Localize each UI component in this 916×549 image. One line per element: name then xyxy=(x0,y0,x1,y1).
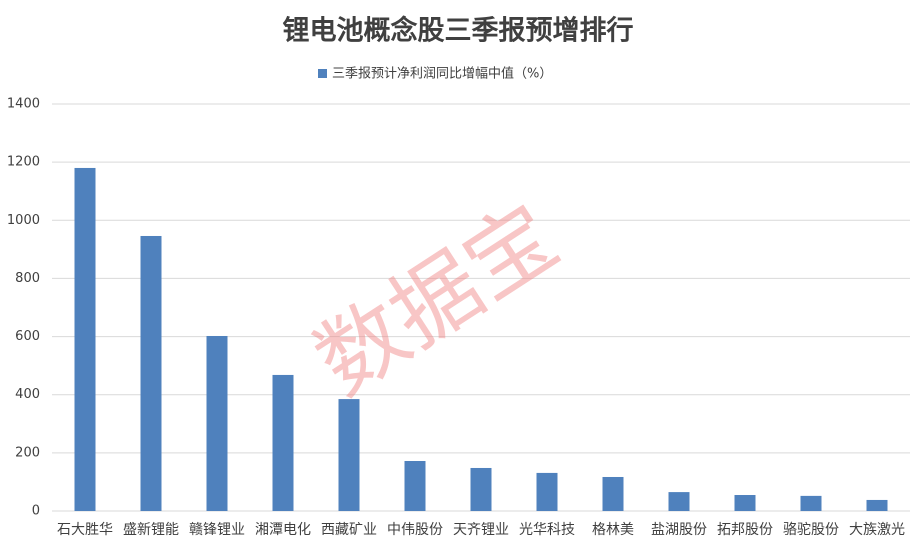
bar xyxy=(536,472,558,511)
x-tick-label: 盐湖股份 xyxy=(651,522,707,538)
x-tick-label: 中伟股份 xyxy=(387,522,443,538)
x-tick-label: 西藏矿业 xyxy=(321,522,377,538)
bar xyxy=(404,460,426,511)
y-tick-label: 0 xyxy=(32,504,40,519)
x-tick-label: 赣锋锂业 xyxy=(189,522,245,538)
x-tick-label: 大族激光 xyxy=(849,521,905,538)
bar xyxy=(866,499,888,511)
bar xyxy=(140,235,162,511)
bar xyxy=(74,167,96,511)
y-tick-label: 1200 xyxy=(7,155,40,170)
legend-label: 三季报预计净利润同比增幅中值（%） xyxy=(332,66,552,82)
bar xyxy=(800,495,822,511)
y-tick-label: 600 xyxy=(15,329,40,344)
x-tick-label: 天齐锂业 xyxy=(453,522,509,538)
x-tick-label: 格林美 xyxy=(592,522,634,538)
bar xyxy=(272,374,294,511)
bar xyxy=(602,476,624,511)
x-tick-label: 盛新锂能 xyxy=(123,522,179,538)
y-tick-label: 400 xyxy=(15,387,40,402)
x-tick-label: 石大胜华 xyxy=(57,522,113,538)
x-tick-label: 骆驼股份 xyxy=(783,521,839,538)
y-tick-label: 200 xyxy=(15,445,40,460)
bar xyxy=(470,467,492,511)
x-tick-label: 湘潭电化 xyxy=(255,521,311,538)
x-tick-label: 光华科技 xyxy=(519,522,575,538)
chart-title: 锂电池概念股三季报预增排行 xyxy=(283,15,634,47)
bar xyxy=(338,399,360,511)
legend-swatch xyxy=(318,69,327,78)
y-tick-label: 800 xyxy=(15,271,40,286)
x-tick-label: 拓邦股份 xyxy=(717,522,773,538)
bar xyxy=(668,492,690,511)
y-tick-label: 1400 xyxy=(7,97,40,112)
y-tick-label: 1000 xyxy=(7,213,40,228)
bar xyxy=(206,335,228,511)
bar xyxy=(734,495,756,511)
